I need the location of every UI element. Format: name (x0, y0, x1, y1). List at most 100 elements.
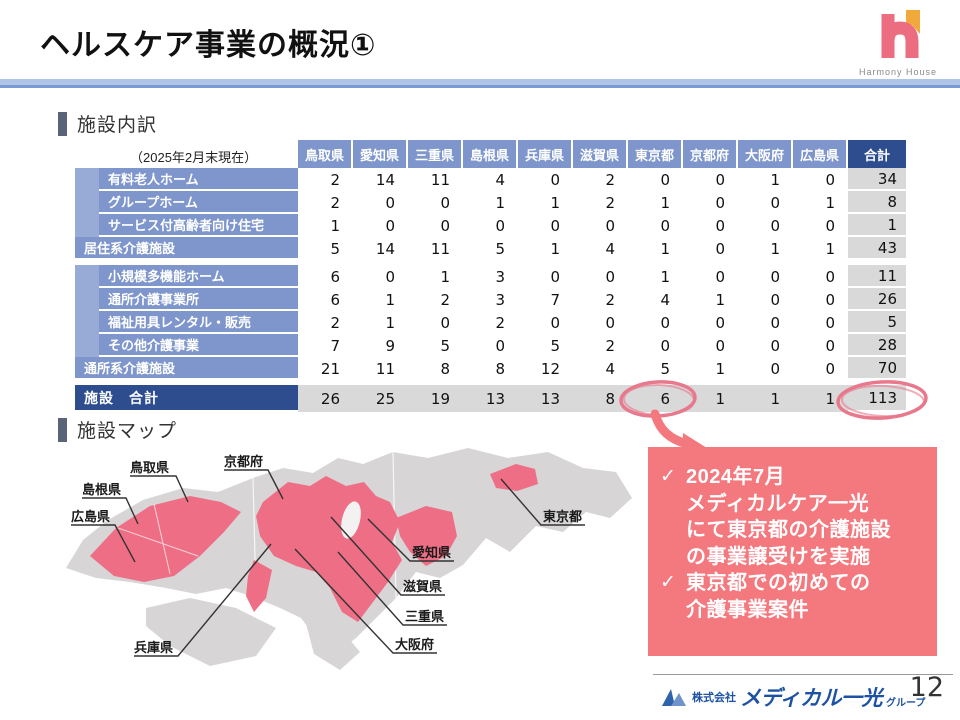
table-row: サービス付高齢者向け住宅 1 0 0 0 0 0 0 0 0 0 1 (75, 214, 906, 237)
map-label-hyogo: 兵庫県 (134, 640, 173, 655)
value-cell: 0 (660, 313, 670, 332)
map-highlight-osaka-tail (246, 560, 272, 612)
leader-aichi (367, 518, 454, 562)
column-header: 合計 (848, 140, 906, 168)
value-cell: 0 (825, 267, 835, 286)
value-cell: 1 (440, 267, 450, 286)
map-highlight-tokyo (490, 464, 538, 491)
header-spacer (75, 140, 298, 168)
value-cell: 4 (605, 239, 615, 258)
value-cell: 2 (605, 290, 615, 309)
value-cell: 6 (628, 385, 683, 412)
value-cell: 1 (660, 239, 670, 258)
value-cell: 2 (605, 336, 615, 355)
value-cell: 0 (440, 193, 450, 212)
row-label: 通所介護事業所 (99, 288, 298, 311)
value-cell: 1 (330, 216, 340, 235)
section-facility-breakdown: 施設内訳 (58, 110, 157, 137)
value-cell: 0 (715, 313, 725, 332)
column-header: 愛知県 (353, 140, 408, 168)
value-cell: 0 (825, 170, 835, 189)
value-cell: 3 (495, 290, 505, 309)
table-row: 通所系介護施設 21 11 8 8 12 4 5 1 0 0 70 (75, 357, 906, 380)
check-icon: ✓ (660, 572, 676, 594)
page-number: 12 (909, 672, 944, 703)
value-cell: 0 (715, 216, 725, 235)
value-cell: 4 (605, 359, 615, 378)
value-cell: 4 (660, 290, 670, 309)
indent-cell (75, 265, 99, 288)
value-cell: 3 (495, 267, 505, 286)
map-label-hiroshima: 広島県 (71, 509, 110, 524)
value-cell: 0 (825, 359, 835, 378)
value-cell: 5 (550, 336, 560, 355)
value-cell: 2 (495, 313, 505, 332)
value-cell: 0 (715, 239, 725, 258)
logo-h-shape (881, 14, 919, 58)
table-row: 福祉用具レンタル・販売 2 1 0 2 0 0 0 0 0 0 5 (75, 311, 906, 334)
value-cell: 0 (440, 313, 450, 332)
value-cell: 0 (770, 313, 780, 332)
value-cell: 0 (770, 193, 780, 212)
value-cell: 1 (385, 313, 395, 332)
value-cell: 2 (440, 290, 450, 309)
value-cell: 0 (715, 267, 725, 286)
value-cell: 5 (495, 239, 505, 258)
indent-cell (75, 311, 99, 334)
value-cell: 5 (330, 239, 340, 258)
page-title: ヘルスケア事業の概況① (40, 29, 377, 62)
callout-item: ✓ 2024年7月 メディカルケア一光 にて東京都の介護施設 の事業譲受けを実施 (660, 464, 929, 570)
company-suffix: グループ (886, 698, 926, 709)
value-cell: 0 (660, 336, 670, 355)
total-cell: 5 (848, 311, 906, 334)
facility-table: 鳥取県 愛知県 三重県 島根県 兵庫県 滋賀県 東京都 京都府 大阪府 広島県 合計 有料老人ホーム 2… (75, 140, 906, 412)
map-label-tottori: 鳥取県 (130, 460, 169, 475)
value-cell: 2 (605, 170, 615, 189)
value-cell: 1 (715, 290, 725, 309)
harmony-house-logo: Harmony House (850, 6, 946, 77)
map-label-osaka: 大阪府 (395, 637, 434, 652)
value-cell: 1 (495, 193, 505, 212)
map-label-shiga: 滋賀県 (403, 579, 442, 594)
indent-cell (75, 334, 99, 357)
value-cell: 0 (660, 170, 670, 189)
value-cell: 8 (573, 385, 628, 412)
company-name: メディカル一光 (740, 687, 883, 710)
section-bar (58, 111, 67, 136)
value-cell: 7 (330, 336, 340, 355)
value-cell: 19 (408, 385, 463, 412)
map-highlight-aichi (396, 506, 457, 566)
table-header-row: 鳥取県 愛知県 三重県 島根県 兵庫県 滋賀県 東京都 京都府 大阪府 広島県 合計 (75, 140, 906, 168)
value-cell: 7 (550, 290, 560, 309)
leader-shimane (82, 497, 139, 525)
value-cell: 0 (770, 290, 780, 309)
column-header: 島根県 (463, 140, 518, 168)
row-label: 施設 合計 (75, 385, 298, 412)
map-highlight-kansai (256, 476, 402, 622)
value-cell: 0 (605, 216, 615, 235)
table-row: 居住系介護施設 5 14 11 5 1 4 1 0 1 1 43 (75, 237, 906, 260)
section-facility-map: 施設マップ (58, 416, 177, 443)
total-cell: 8 (848, 191, 906, 214)
map-label-kyoto: 京都府 (224, 454, 263, 469)
company-logo: 株式会社 メディカル一光 グループ (662, 682, 925, 712)
value-cell: 6 (330, 267, 340, 286)
callout-text: 2024年7月 メディカルケア一光 にて東京都の介護施設 の事業譲受けを実施 (686, 466, 891, 568)
value-cell: 1 (738, 385, 793, 412)
table-row: グループホーム 2 0 0 1 1 2 1 0 0 1 8 (75, 191, 906, 214)
title-underline (0, 79, 960, 88)
section-bar (58, 417, 67, 442)
column-header: 広島県 (793, 140, 848, 168)
table-row: その他介護事業 7 9 5 0 5 2 0 0 0 0 28 (75, 334, 906, 357)
value-cell: 0 (715, 170, 725, 189)
section-heading: 施設マップ (77, 421, 178, 442)
value-cell: 0 (715, 336, 725, 355)
leader-shiga (330, 516, 445, 596)
value-cell: 21 (320, 359, 340, 378)
map-base-shikoku (146, 598, 276, 666)
check-icon: ✓ (660, 466, 676, 487)
total-cell: 70 (848, 357, 906, 380)
leader-tottori (130, 475, 189, 503)
total-cell: 11 (848, 265, 906, 288)
